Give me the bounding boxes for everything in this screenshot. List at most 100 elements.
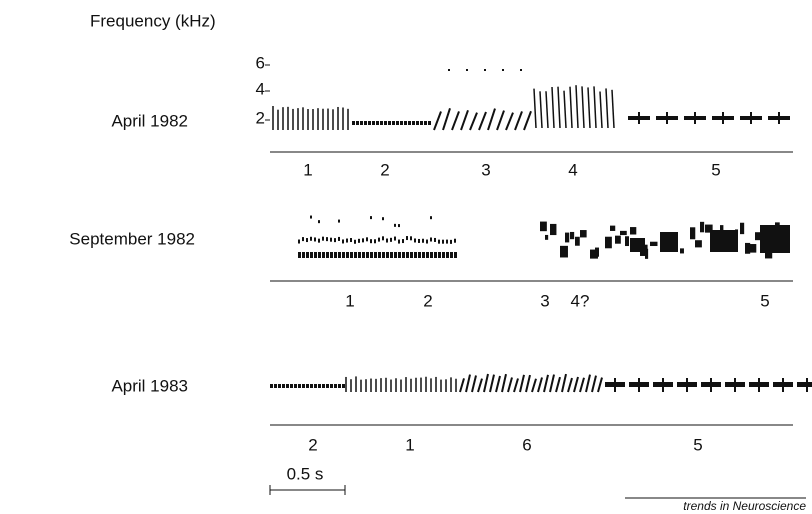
sonogram-mark — [426, 252, 429, 258]
sonogram-mark — [402, 239, 404, 244]
sonogram-mark — [338, 236, 340, 241]
sonogram-mark — [575, 85, 579, 129]
segment-label: 3 — [540, 291, 549, 310]
segment-label: 4 — [568, 160, 577, 179]
sonogram-mark — [507, 377, 513, 393]
sonogram-mark — [549, 374, 555, 393]
sonogram-mark — [451, 111, 460, 131]
sonogram-mark — [610, 225, 616, 231]
sonogram-mark — [495, 375, 501, 393]
sonogram-mark — [398, 224, 400, 228]
sonogram-mark — [388, 121, 391, 125]
sonogram-mark — [590, 249, 598, 259]
sonogram-mark — [368, 121, 371, 125]
sonogram-mark — [270, 384, 273, 388]
sonogram-mark — [380, 121, 383, 125]
sonogram-mark — [394, 236, 396, 241]
sonogram-mark — [314, 252, 317, 258]
sonogram-mark — [565, 232, 570, 243]
sonogram-mark — [310, 236, 312, 241]
sonogram-mark — [579, 377, 585, 393]
sonogram-mark — [398, 239, 400, 244]
sonogram-mark — [360, 121, 363, 125]
sonogram-mark — [605, 236, 612, 249]
sonogram-mark — [501, 373, 507, 393]
axis-title: Frequency (kHz) — [90, 11, 216, 30]
sonogram-mark — [545, 234, 549, 240]
sonogram-mark — [466, 69, 468, 71]
sonogram-mark — [334, 384, 337, 388]
sonogram-mark — [298, 252, 301, 258]
sonogram-mark — [414, 252, 417, 258]
sonogram-mark — [555, 376, 561, 393]
sonogram-mark — [438, 252, 441, 258]
sonogram-mark — [386, 252, 389, 258]
sonogram-mark — [630, 227, 637, 235]
sonogram-mark — [356, 121, 359, 125]
sonogram-mark — [294, 384, 297, 388]
sonogram-mark — [374, 239, 376, 244]
sonogram-mark — [478, 111, 487, 131]
sonogram-mark — [366, 252, 369, 258]
sonogram-mark — [396, 121, 399, 125]
sonogram-mark — [720, 225, 724, 232]
segment-label: 3 — [481, 160, 490, 179]
sonogram-mark — [442, 239, 444, 244]
sonogram-mark — [489, 374, 495, 393]
sonogram-mark — [394, 223, 396, 227]
sonogram-mark — [487, 108, 496, 131]
sonogram-mark — [370, 239, 372, 244]
sonogram-mark — [545, 91, 549, 129]
segment-label: 1 — [303, 160, 312, 179]
sonogram-mark — [342, 252, 345, 258]
sonogram-mark — [330, 384, 333, 388]
sonogram-mark — [390, 237, 392, 242]
sonogram-mark — [750, 244, 757, 253]
sonogram-mark — [570, 231, 575, 240]
sonogram-mark — [650, 241, 658, 247]
sonogram-mark — [519, 374, 525, 393]
sonogram-mark — [342, 384, 345, 388]
sonogram-mark — [605, 88, 609, 129]
sonogram-mark — [454, 238, 456, 243]
sonogram-mark — [354, 252, 357, 258]
sonogram-mark — [569, 86, 573, 129]
sonogram-mark — [350, 238, 352, 243]
sonogram-mark — [533, 88, 537, 129]
sonogram-mark — [350, 252, 353, 258]
sonogram-mark — [428, 121, 431, 125]
sonogram-mark — [302, 252, 305, 258]
sonogram-mark — [322, 252, 325, 258]
sonogram-mark — [346, 252, 349, 258]
credit: trends in Neuroscience — [683, 499, 806, 513]
sonogram-mark — [362, 252, 365, 258]
sonogram-mark — [755, 232, 761, 241]
sonogram-mark — [537, 377, 543, 393]
sonogram-mark — [384, 121, 387, 125]
sonogram-mark — [402, 252, 405, 258]
sonogram-mark — [525, 374, 531, 393]
sonogram-mark — [338, 252, 341, 258]
sonogram-mark — [591, 375, 597, 393]
sonogram-mark — [314, 384, 317, 388]
sonogram-mark — [426, 239, 428, 244]
sonogram-mark — [310, 215, 312, 219]
sonogram-mark — [597, 377, 603, 393]
row-label: April 1982 — [111, 111, 188, 130]
sonogram-mark — [433, 111, 442, 131]
sonogram-mark — [483, 373, 489, 393]
row-label: April 1983 — [111, 376, 188, 395]
sonogram-mark — [282, 384, 285, 388]
sonogram-mark — [318, 220, 320, 224]
sonogram-mark — [615, 235, 621, 244]
sonogram-mark — [539, 91, 543, 129]
sonogram-mark — [354, 239, 356, 244]
sonogram-mark — [442, 252, 445, 258]
sonogram-mark — [740, 222, 745, 235]
sonogram-mark — [595, 247, 599, 257]
sonogram-mark — [560, 245, 568, 258]
sonogram-mark — [573, 376, 579, 393]
sonogram-mark — [302, 384, 305, 388]
segment-label: 1 — [405, 435, 414, 454]
sonogram-mark — [585, 374, 591, 393]
